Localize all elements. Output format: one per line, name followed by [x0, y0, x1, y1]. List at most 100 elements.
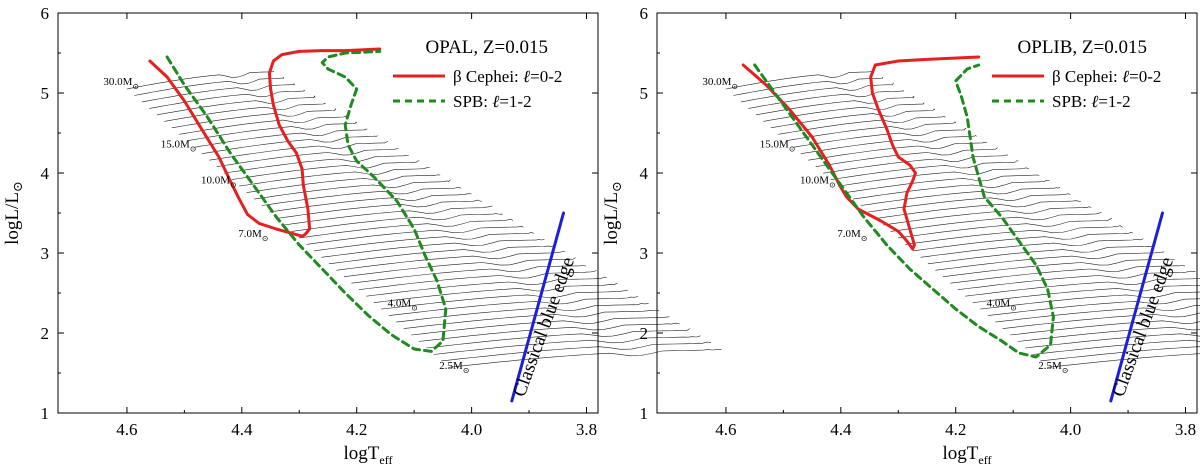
- mass-label: 10.0M⊙: [201, 174, 237, 189]
- evolutionary-track: [141, 83, 295, 103]
- evolutionary-tracks: [126, 70, 722, 368]
- panel-title: OPLIB, Z=0.015: [1018, 37, 1147, 58]
- mass-label: 2.5M⊙: [439, 360, 469, 375]
- evolutionary-track: [291, 213, 503, 232]
- evolutionary-track: [336, 251, 566, 271]
- evolutionary-track: [980, 291, 1200, 310]
- legend-suffix: =1-2: [1098, 92, 1130, 111]
- evolutionary-track: [328, 244, 555, 265]
- legend-prefix: β Cephei:: [1052, 67, 1122, 86]
- mass-label-text: 4.0M: [987, 298, 1011, 310]
- x-tick-label: 4.4: [830, 420, 852, 439]
- evolutionary-track: [448, 349, 722, 368]
- classical-blue-edge-label: Classical blue edge: [1108, 255, 1178, 400]
- classical-blue-edge-label: Classical blue edge: [509, 255, 579, 400]
- evolutionary-track: [1040, 346, 1200, 362]
- mass-label-text: 15.0M: [760, 138, 789, 150]
- y-tick-label: 1: [640, 404, 649, 423]
- y-axis-title-sun-symbol: ⊙: [10, 181, 25, 192]
- x-axis-title-main: logT: [344, 443, 380, 464]
- legend-spb-label: SPB: ℓ=1-2: [1052, 92, 1131, 111]
- evolutionary-track: [733, 77, 884, 96]
- y-tick-label: 3: [41, 244, 50, 263]
- evolutionary-track: [351, 265, 587, 284]
- beta-cephei-instability-line: [741, 55, 981, 251]
- mass-label-text: 10.0M: [800, 174, 829, 186]
- evolutionary-track: [388, 296, 639, 316]
- y-tick-label: 6: [640, 4, 649, 23]
- mass-label: 15.0M⊙: [161, 138, 197, 153]
- evolutionary-track: [396, 303, 649, 323]
- mass-label-text: 2.5M: [1038, 360, 1062, 372]
- x-axis-title: logTeff: [344, 443, 393, 467]
- evolutionary-track: [740, 82, 894, 103]
- mass-label-sun-symbol: ⊙: [789, 144, 796, 153]
- x-axis-title: logTeff: [943, 443, 992, 467]
- evolutionary-track: [882, 206, 1092, 226]
- x-tick-label: 4.4: [231, 420, 253, 439]
- evolutionary-track: [276, 199, 482, 219]
- legend-ell: ℓ: [1122, 67, 1129, 86]
- evolutionary-track: [920, 238, 1144, 258]
- evolutionary-track: [186, 121, 358, 142]
- evolutionary-track: [149, 89, 305, 109]
- mass-label-text: 4.0M: [388, 298, 412, 310]
- spb-instability-line: [753, 63, 1055, 359]
- x-tick-label: 3.8: [576, 420, 597, 439]
- evolutionary-track: [381, 289, 628, 310]
- evolutionary-track: [860, 187, 1061, 206]
- y-tick-label: 1: [41, 404, 50, 423]
- evolutionary-track: [770, 108, 936, 129]
- mass-label-sun-symbol: ⊙: [411, 304, 418, 313]
- x-tick-label: 4.0: [1060, 420, 1081, 439]
- evolutionary-track: [897, 218, 1113, 239]
- legend-spb-label: SPB: ℓ=1-2: [453, 92, 532, 111]
- evolutionary-track: [748, 90, 904, 109]
- evolutionary-track: [343, 257, 576, 278]
- mass-label-sun-symbol: ⊙: [463, 366, 470, 375]
- evolutionary-track: [358, 270, 597, 290]
- y-tick-label: 2: [640, 324, 649, 343]
- mass-label-sun-symbol: ⊙: [829, 180, 836, 189]
- evolutionary-tracks: [725, 70, 1200, 368]
- evolutionary-track: [912, 232, 1133, 252]
- mass-label: 2.5M⊙: [1038, 360, 1068, 375]
- mass-label-sun-symbol: ⊙: [861, 234, 868, 243]
- spb-instability-line: [165, 49, 448, 353]
- mass-label: 4.0M⊙: [987, 298, 1017, 313]
- y-tick-label: 4: [640, 164, 649, 183]
- x-axis-title-subscript: eff: [379, 453, 392, 467]
- evolutionary-track: [853, 180, 1050, 200]
- mass-label: 4.0M⊙: [388, 298, 418, 313]
- legend-suffix: =0-2: [1129, 67, 1161, 86]
- mass-label-text: 7.0M: [837, 228, 861, 240]
- mass-label: 7.0M⊙: [837, 228, 867, 243]
- evolutionary-track: [261, 187, 462, 206]
- x-axis-title-subscript: eff: [978, 453, 991, 467]
- evolutionary-track: [246, 174, 441, 193]
- y-axis-title-sun-symbol: ⊙: [609, 181, 624, 192]
- evolutionary-track: [403, 310, 660, 329]
- evolutionary-track: [209, 141, 389, 161]
- evolutionary-track: [808, 141, 988, 161]
- evolutionary-track: [957, 271, 1196, 290]
- mass-label: 30.0M⊙: [702, 76, 738, 91]
- mass-label-text: 15.0M: [161, 138, 190, 150]
- y-tick-label: 4: [41, 164, 50, 183]
- panel-title: OPAL, Z=0.015: [426, 37, 548, 58]
- mass-label: 7.0M⊙: [238, 228, 268, 243]
- evolutionary-track: [1002, 312, 1200, 329]
- legend-ell: ℓ: [492, 92, 499, 111]
- evolutionary-track: [1017, 326, 1200, 342]
- evolutionary-track: [950, 265, 1186, 284]
- evolutionary-track: [905, 225, 1123, 245]
- x-tick-label: 4.6: [116, 420, 137, 439]
- y-axis-title-main: logL/L: [2, 192, 23, 245]
- x-axis-title-main: logT: [943, 443, 979, 464]
- evolutionary-track: [441, 341, 712, 362]
- evolutionary-track: [201, 135, 378, 154]
- evolutionary-track: [254, 179, 451, 200]
- evolutionary-track: [987, 298, 1200, 316]
- evolutionary-track: [778, 116, 946, 135]
- x-tick-label: 4.0: [461, 420, 482, 439]
